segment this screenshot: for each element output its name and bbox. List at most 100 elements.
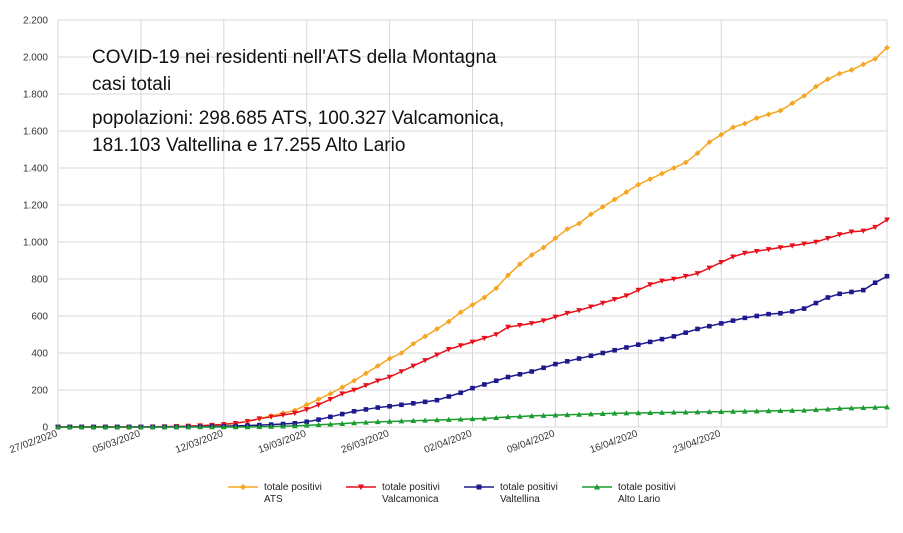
- data-point-series-4: [434, 417, 440, 423]
- data-point-series-3: [339, 411, 345, 417]
- data-point-series-1: [552, 235, 559, 242]
- title-line-3: popolazioni: 298.685 ATS, 100.327 Valcam…: [92, 108, 504, 129]
- data-point-series-2: [659, 278, 665, 284]
- data-point-series-1: [884, 44, 890, 51]
- data-point-series-2: [564, 310, 571, 317]
- data-point-series-2: [528, 321, 535, 327]
- data-point-series-4: [635, 410, 642, 416]
- data-point-series-3: [576, 356, 582, 361]
- data-point-series-4: [789, 407, 796, 413]
- data-point-series-1: [564, 226, 571, 232]
- title-line-2: casi totali: [92, 74, 171, 95]
- data-point-series-3: [564, 359, 570, 364]
- data-point-series-3: [742, 315, 748, 321]
- data-point-series-3: [351, 408, 357, 414]
- data-point-series-2: [730, 254, 736, 260]
- data-point-series-4: [528, 413, 535, 419]
- data-point-series-4: [138, 424, 144, 430]
- data-point-series-4: [813, 406, 819, 413]
- data-point-series-2: [434, 352, 440, 358]
- data-point-series-2: [635, 287, 642, 293]
- data-point-series-2: [244, 419, 251, 425]
- data-point-series-2: [884, 217, 890, 223]
- data-point-series-3: [470, 385, 475, 391]
- series-markers: [55, 44, 890, 430]
- data-point-series-3: [328, 414, 333, 420]
- legend-label-2: Valcamonica: [382, 494, 439, 505]
- data-point-series-3: [529, 369, 535, 374]
- data-point-series-2: [516, 322, 523, 329]
- data-point-series-4: [256, 423, 263, 430]
- data-point-series-3: [778, 310, 783, 316]
- data-point-series-3: [505, 374, 511, 380]
- data-point-series-1: [718, 131, 725, 138]
- y-tick-label: 0: [42, 423, 48, 434]
- data-point-series-3: [861, 287, 866, 293]
- data-point-series-4: [363, 419, 369, 425]
- data-point-series-4: [209, 424, 215, 430]
- data-point-series-4: [836, 405, 843, 411]
- data-point-series-3: [304, 419, 309, 425]
- data-point-series-3: [541, 365, 546, 371]
- data-point-series-2: [576, 308, 582, 314]
- data-point-series-1: [611, 196, 618, 203]
- legend-label-3: totale positivi: [500, 482, 558, 493]
- y-tick-label: 800: [31, 275, 48, 286]
- data-point-series-2: [303, 407, 310, 413]
- data-point-series-1: [339, 384, 346, 391]
- data-point-series-1: [540, 244, 547, 251]
- data-point-series-3: [387, 403, 392, 409]
- data-point-series-4: [860, 404, 867, 411]
- data-point-series-2: [836, 232, 843, 238]
- data-point-series-4: [232, 424, 239, 430]
- data-point-series-1: [682, 159, 689, 166]
- data-point-series-4: [410, 417, 417, 424]
- data-point-series-3: [849, 289, 854, 295]
- data-point-series-4: [173, 424, 180, 430]
- data-point-series-2: [445, 347, 452, 353]
- chart-title: COVID-19 nei residenti nell'ATS della Mo…: [92, 47, 504, 156]
- data-point-series-1: [789, 100, 796, 107]
- data-point-series-3: [482, 382, 487, 387]
- data-point-series-4: [280, 423, 286, 429]
- data-point-series-2: [327, 396, 334, 403]
- data-point-series-4: [647, 409, 654, 416]
- data-point-series-4: [588, 411, 594, 417]
- data-point-series-4: [801, 407, 807, 413]
- data-point-series-1: [777, 107, 784, 114]
- data-point-series-1: [753, 115, 760, 121]
- data-point-series-1: [505, 272, 511, 279]
- data-point-series-4: [457, 416, 464, 422]
- data-point-series-3: [553, 361, 558, 367]
- data-point-series-2: [777, 245, 784, 251]
- data-point-series-2: [552, 314, 559, 320]
- y-tick-label: 1.200: [23, 201, 48, 212]
- legend-marker-3: [476, 484, 482, 490]
- legend-label-2: totale positivi: [382, 482, 440, 493]
- data-point-series-4: [884, 404, 890, 410]
- data-point-series-2: [588, 304, 594, 310]
- data-point-series-3: [399, 402, 404, 408]
- data-point-series-4: [303, 422, 310, 428]
- data-point-series-1: [741, 120, 748, 127]
- data-point-series-2: [682, 273, 689, 280]
- data-point-series-2: [457, 343, 464, 349]
- data-point-series-2: [256, 416, 263, 422]
- data-point-series-4: [564, 411, 571, 418]
- data-point-series-2: [540, 318, 547, 324]
- data-point-series-2: [706, 265, 713, 271]
- data-point-series-3: [872, 280, 878, 285]
- data-point-series-1: [836, 70, 843, 77]
- data-point-series-3: [884, 273, 890, 279]
- data-point-series-4: [481, 415, 488, 421]
- data-point-series-2: [623, 293, 630, 299]
- data-point-series-2: [860, 228, 867, 234]
- data-point-series-2: [398, 369, 405, 375]
- y-tick-label: 1.400: [23, 164, 48, 175]
- data-point-series-2: [291, 410, 298, 417]
- y-tick-label: 1.600: [23, 127, 48, 138]
- data-point-series-2: [789, 243, 796, 249]
- data-point-series-1: [694, 150, 701, 157]
